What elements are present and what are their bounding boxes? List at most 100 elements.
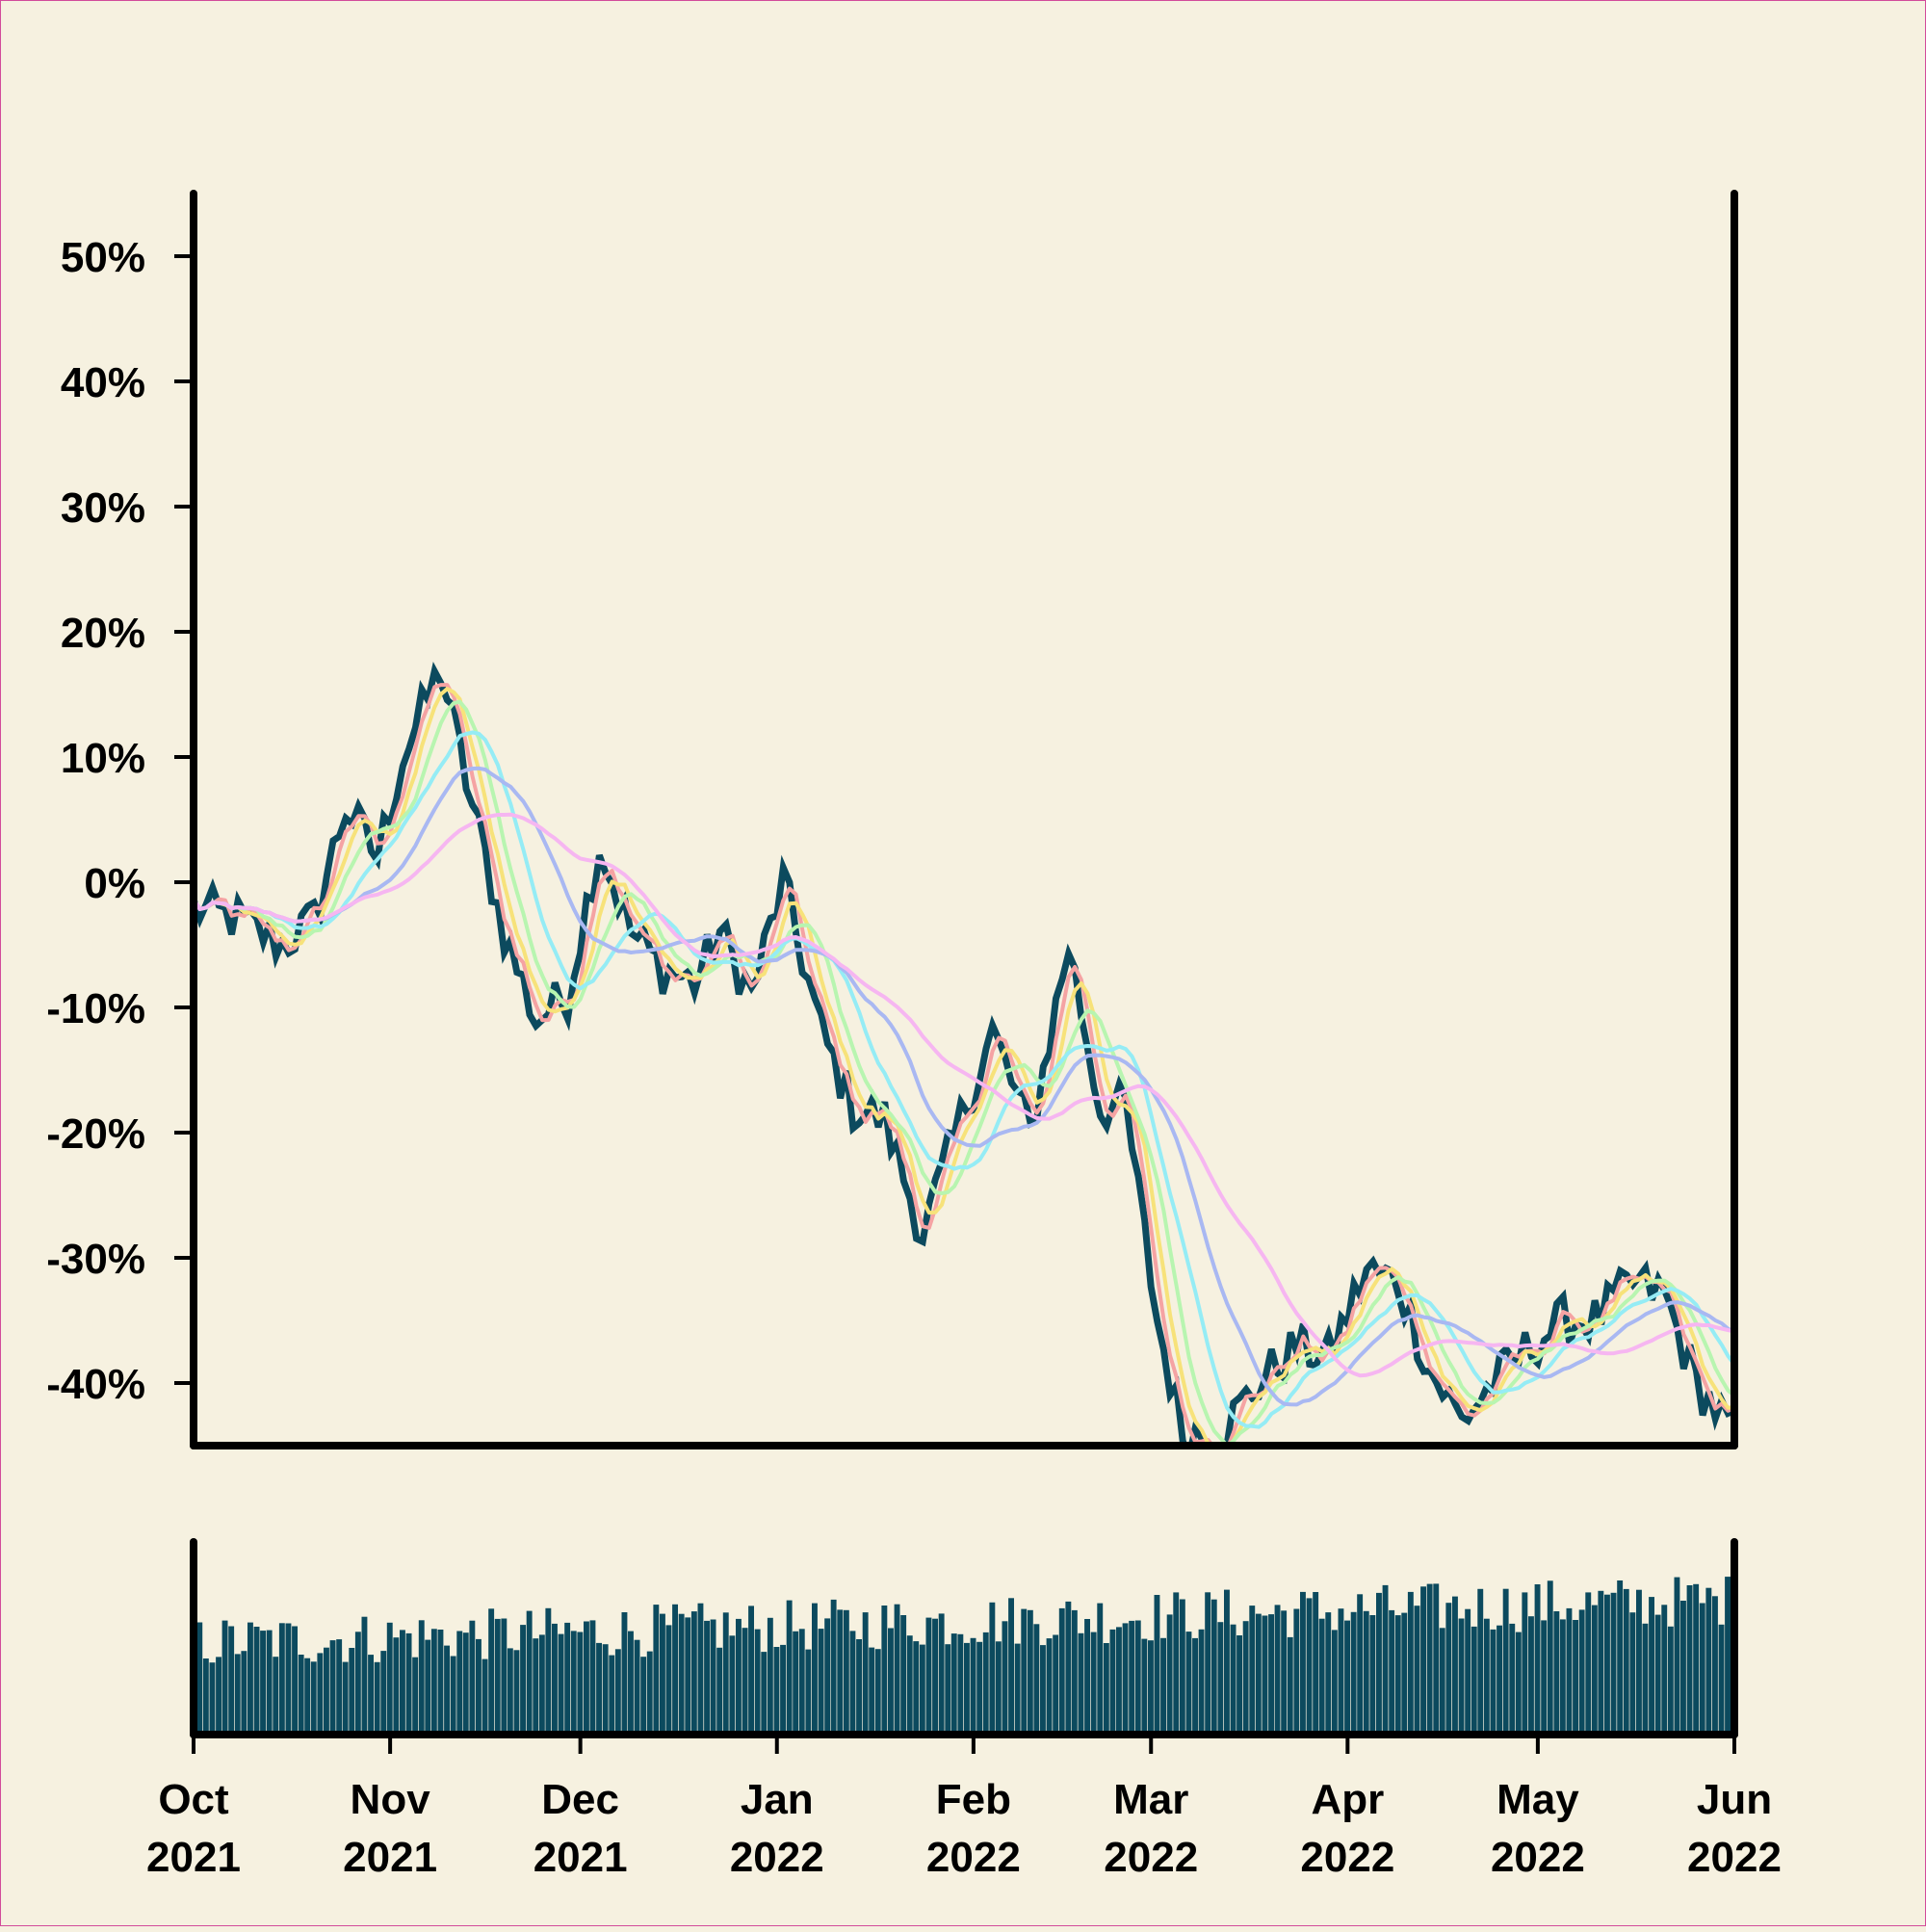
volume-bar bbox=[234, 1654, 241, 1735]
volume-bar bbox=[538, 1634, 545, 1735]
x-tick-month: Nov bbox=[351, 1776, 431, 1823]
volume-bar bbox=[1116, 1627, 1122, 1735]
y-tick-label: 20% bbox=[61, 610, 145, 657]
volume-bar bbox=[1293, 1608, 1300, 1735]
volume-bar bbox=[932, 1618, 938, 1735]
volume-panel bbox=[190, 1577, 1737, 1735]
volume-bar bbox=[1230, 1624, 1236, 1735]
volume-bar bbox=[1610, 1592, 1617, 1735]
volume-bar bbox=[1033, 1624, 1040, 1735]
volume-bar bbox=[273, 1657, 279, 1735]
moving-average-21 bbox=[194, 766, 1734, 1407]
volume-bar bbox=[589, 1620, 596, 1735]
volume-bar bbox=[1712, 1596, 1718, 1735]
x-tick-year: 2022 bbox=[1687, 1834, 1782, 1881]
volume-bar bbox=[437, 1630, 444, 1735]
volume-bar bbox=[1604, 1594, 1610, 1735]
x-tick-month: Dec bbox=[541, 1776, 619, 1823]
volume-bar bbox=[995, 1641, 1002, 1735]
volume-bar bbox=[1160, 1637, 1166, 1735]
moving-average-5 bbox=[194, 687, 1734, 1446]
volume-bar bbox=[843, 1609, 849, 1735]
volume-bar bbox=[1573, 1620, 1578, 1735]
moving-average-13 bbox=[194, 730, 1734, 1429]
volume-bar bbox=[1591, 1605, 1598, 1735]
volume-bar bbox=[1445, 1603, 1452, 1735]
volume-bar bbox=[609, 1655, 615, 1735]
volume-bar bbox=[400, 1630, 405, 1735]
volume-bar bbox=[913, 1641, 920, 1735]
y-tick-label: 40% bbox=[61, 359, 145, 406]
volume-bar bbox=[786, 1600, 793, 1735]
volume-bar bbox=[354, 1632, 361, 1735]
volume-bar bbox=[393, 1637, 400, 1735]
x-tick-month: May bbox=[1497, 1776, 1579, 1823]
volume-bar bbox=[570, 1631, 577, 1735]
volume-bar bbox=[1154, 1595, 1160, 1735]
volume-bar bbox=[830, 1599, 837, 1735]
volume-bar bbox=[1306, 1598, 1313, 1735]
x-tick-year: 2022 bbox=[1491, 1834, 1585, 1881]
volume-bar bbox=[1331, 1630, 1338, 1735]
volume-bar bbox=[1426, 1583, 1433, 1735]
y-tick-label: 10% bbox=[61, 735, 145, 782]
volume-bar bbox=[1471, 1626, 1477, 1735]
volume-bar bbox=[564, 1622, 571, 1735]
volume-bar bbox=[1344, 1620, 1350, 1735]
volume-bar bbox=[754, 1629, 761, 1735]
volume-bar bbox=[646, 1651, 653, 1735]
volume-bar bbox=[298, 1655, 304, 1735]
volume-bar bbox=[1674, 1577, 1680, 1735]
volume-bar bbox=[488, 1608, 495, 1735]
volume-bar bbox=[660, 1613, 665, 1735]
volume-bar bbox=[1058, 1607, 1065, 1735]
volume-bar bbox=[1686, 1585, 1693, 1735]
volume-bar bbox=[805, 1649, 812, 1735]
volume-bar bbox=[430, 1629, 437, 1735]
volume-bar bbox=[710, 1619, 716, 1735]
volume-bar bbox=[1268, 1614, 1274, 1735]
volume-bar bbox=[957, 1633, 964, 1735]
volume-bar bbox=[1566, 1607, 1573, 1735]
volume-bar bbox=[970, 1637, 976, 1735]
volume-bar bbox=[894, 1604, 900, 1735]
volume-bar bbox=[881, 1606, 888, 1735]
x-tick-month: Mar bbox=[1113, 1776, 1188, 1823]
volume-bar bbox=[1224, 1589, 1230, 1735]
x-tick-month: Jan bbox=[741, 1776, 814, 1823]
volume-bar bbox=[507, 1648, 513, 1735]
volume-bar bbox=[526, 1610, 533, 1735]
volume-bar bbox=[1084, 1619, 1090, 1735]
volume-bar bbox=[1071, 1609, 1078, 1735]
volume-bar bbox=[342, 1661, 349, 1735]
volume-bar bbox=[1439, 1628, 1445, 1735]
volume-bar bbox=[849, 1631, 856, 1735]
volume-bar bbox=[1122, 1623, 1129, 1735]
volume-bar bbox=[196, 1622, 203, 1735]
volume-bar bbox=[1185, 1632, 1192, 1735]
volume-bar bbox=[767, 1617, 773, 1735]
volume-bar bbox=[1585, 1592, 1592, 1735]
volume-bar bbox=[444, 1645, 450, 1735]
volume-bar bbox=[1617, 1580, 1624, 1735]
volume-bar bbox=[1262, 1615, 1268, 1735]
volume-bar bbox=[1090, 1632, 1097, 1735]
volume-bar bbox=[1465, 1608, 1471, 1735]
volume-bar bbox=[856, 1639, 862, 1735]
moving-average-3 bbox=[194, 683, 1734, 1446]
volume-bar bbox=[1338, 1608, 1344, 1735]
volume-bar bbox=[1103, 1643, 1109, 1735]
volume-bar bbox=[773, 1647, 780, 1735]
volume-bar bbox=[1300, 1591, 1306, 1735]
volume-bar bbox=[1318, 1618, 1325, 1735]
volume-bar bbox=[577, 1632, 584, 1735]
y-tick-label: 50% bbox=[61, 234, 145, 281]
volume-bar bbox=[982, 1632, 989, 1735]
volume-bar bbox=[260, 1631, 266, 1735]
volume-bar bbox=[386, 1622, 393, 1735]
volume-bar bbox=[1433, 1583, 1440, 1735]
volume-bar bbox=[672, 1604, 678, 1735]
volume-bar bbox=[361, 1616, 368, 1735]
volume-bar bbox=[1497, 1625, 1502, 1735]
volume-bar bbox=[317, 1653, 324, 1735]
